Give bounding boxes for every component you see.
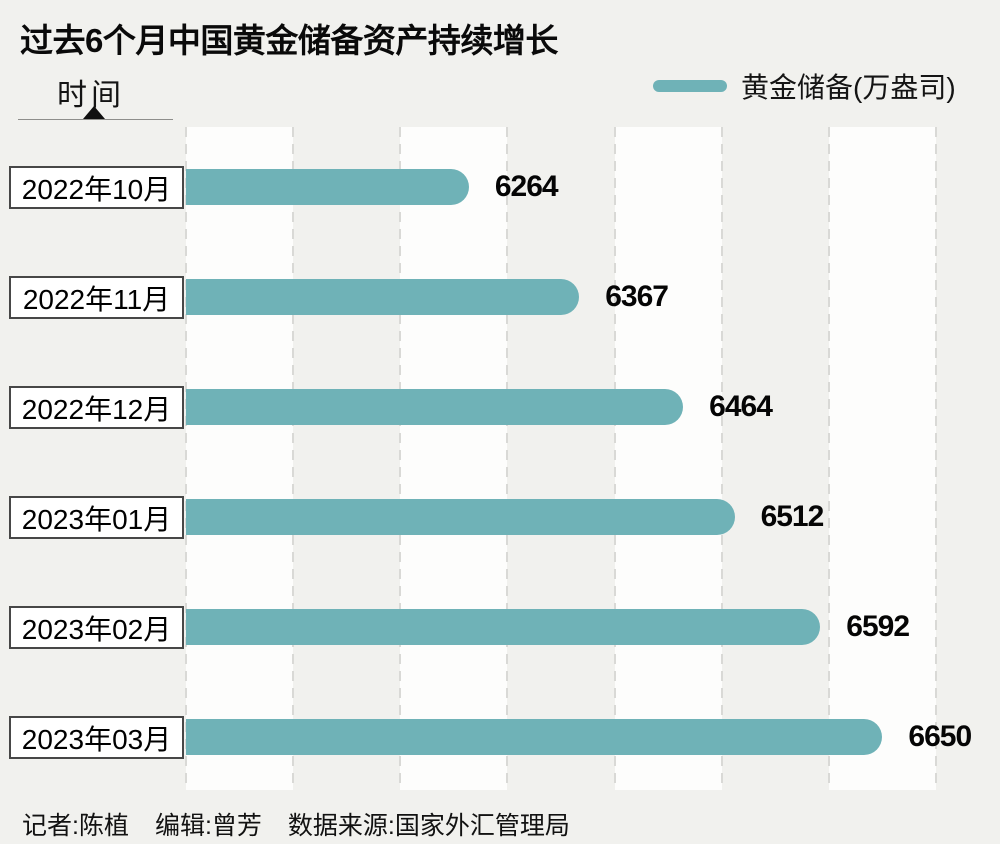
bar (186, 389, 684, 425)
gridline (720, 127, 723, 790)
bar (186, 169, 469, 205)
legend-swatch-icon (653, 80, 727, 92)
gridline (613, 127, 616, 790)
chart-title: 过去6个月中国黄金储备资产持续增长 (20, 22, 558, 59)
bar (186, 609, 821, 645)
category-label-box: 2022年11月 (9, 276, 184, 319)
category-label-box: 2022年12月 (9, 386, 184, 429)
bar (186, 719, 883, 755)
gridline (292, 127, 295, 790)
y-axis-arrow-icon (83, 106, 105, 119)
value-label: 6464 (709, 390, 773, 423)
value-label: 6264 (494, 170, 559, 203)
footer-editor: 编辑:曾芳 (154, 812, 262, 840)
category-label-box: 2023年01月 (9, 496, 184, 539)
plot-area (185, 127, 937, 790)
category-label-box: 2023年02月 (9, 606, 184, 649)
gridline (935, 127, 937, 790)
legend-label: 黄金储备(万盎司) (741, 72, 956, 103)
gridline (399, 127, 402, 790)
y-axis-line (18, 119, 173, 120)
category-label-box: 2023年03月 (9, 716, 184, 759)
plot-stripe (614, 127, 722, 790)
category-label-box: 2022年10月 (9, 166, 184, 209)
value-label: 6650 (908, 720, 972, 753)
footer-reporter: 记者:陈植 (22, 812, 129, 840)
gridline (185, 127, 187, 790)
value-label: 6592 (846, 610, 910, 643)
gridline (506, 127, 509, 790)
plot-stripe (828, 127, 936, 790)
plot-stripe (186, 127, 294, 790)
value-label: 6512 (760, 500, 825, 533)
footer-credits: 记者:陈植 编辑:曾芳 数据来源:国家外汇管理局 (22, 806, 570, 842)
plot-stripe (400, 127, 508, 790)
value-label: 6367 (605, 280, 669, 313)
gridline (827, 127, 830, 790)
bar (186, 279, 580, 315)
footer-source: 数据来源:国家外汇管理局 (287, 812, 570, 840)
bar (186, 499, 735, 535)
legend: 黄金储备(万盎司) (653, 71, 956, 103)
